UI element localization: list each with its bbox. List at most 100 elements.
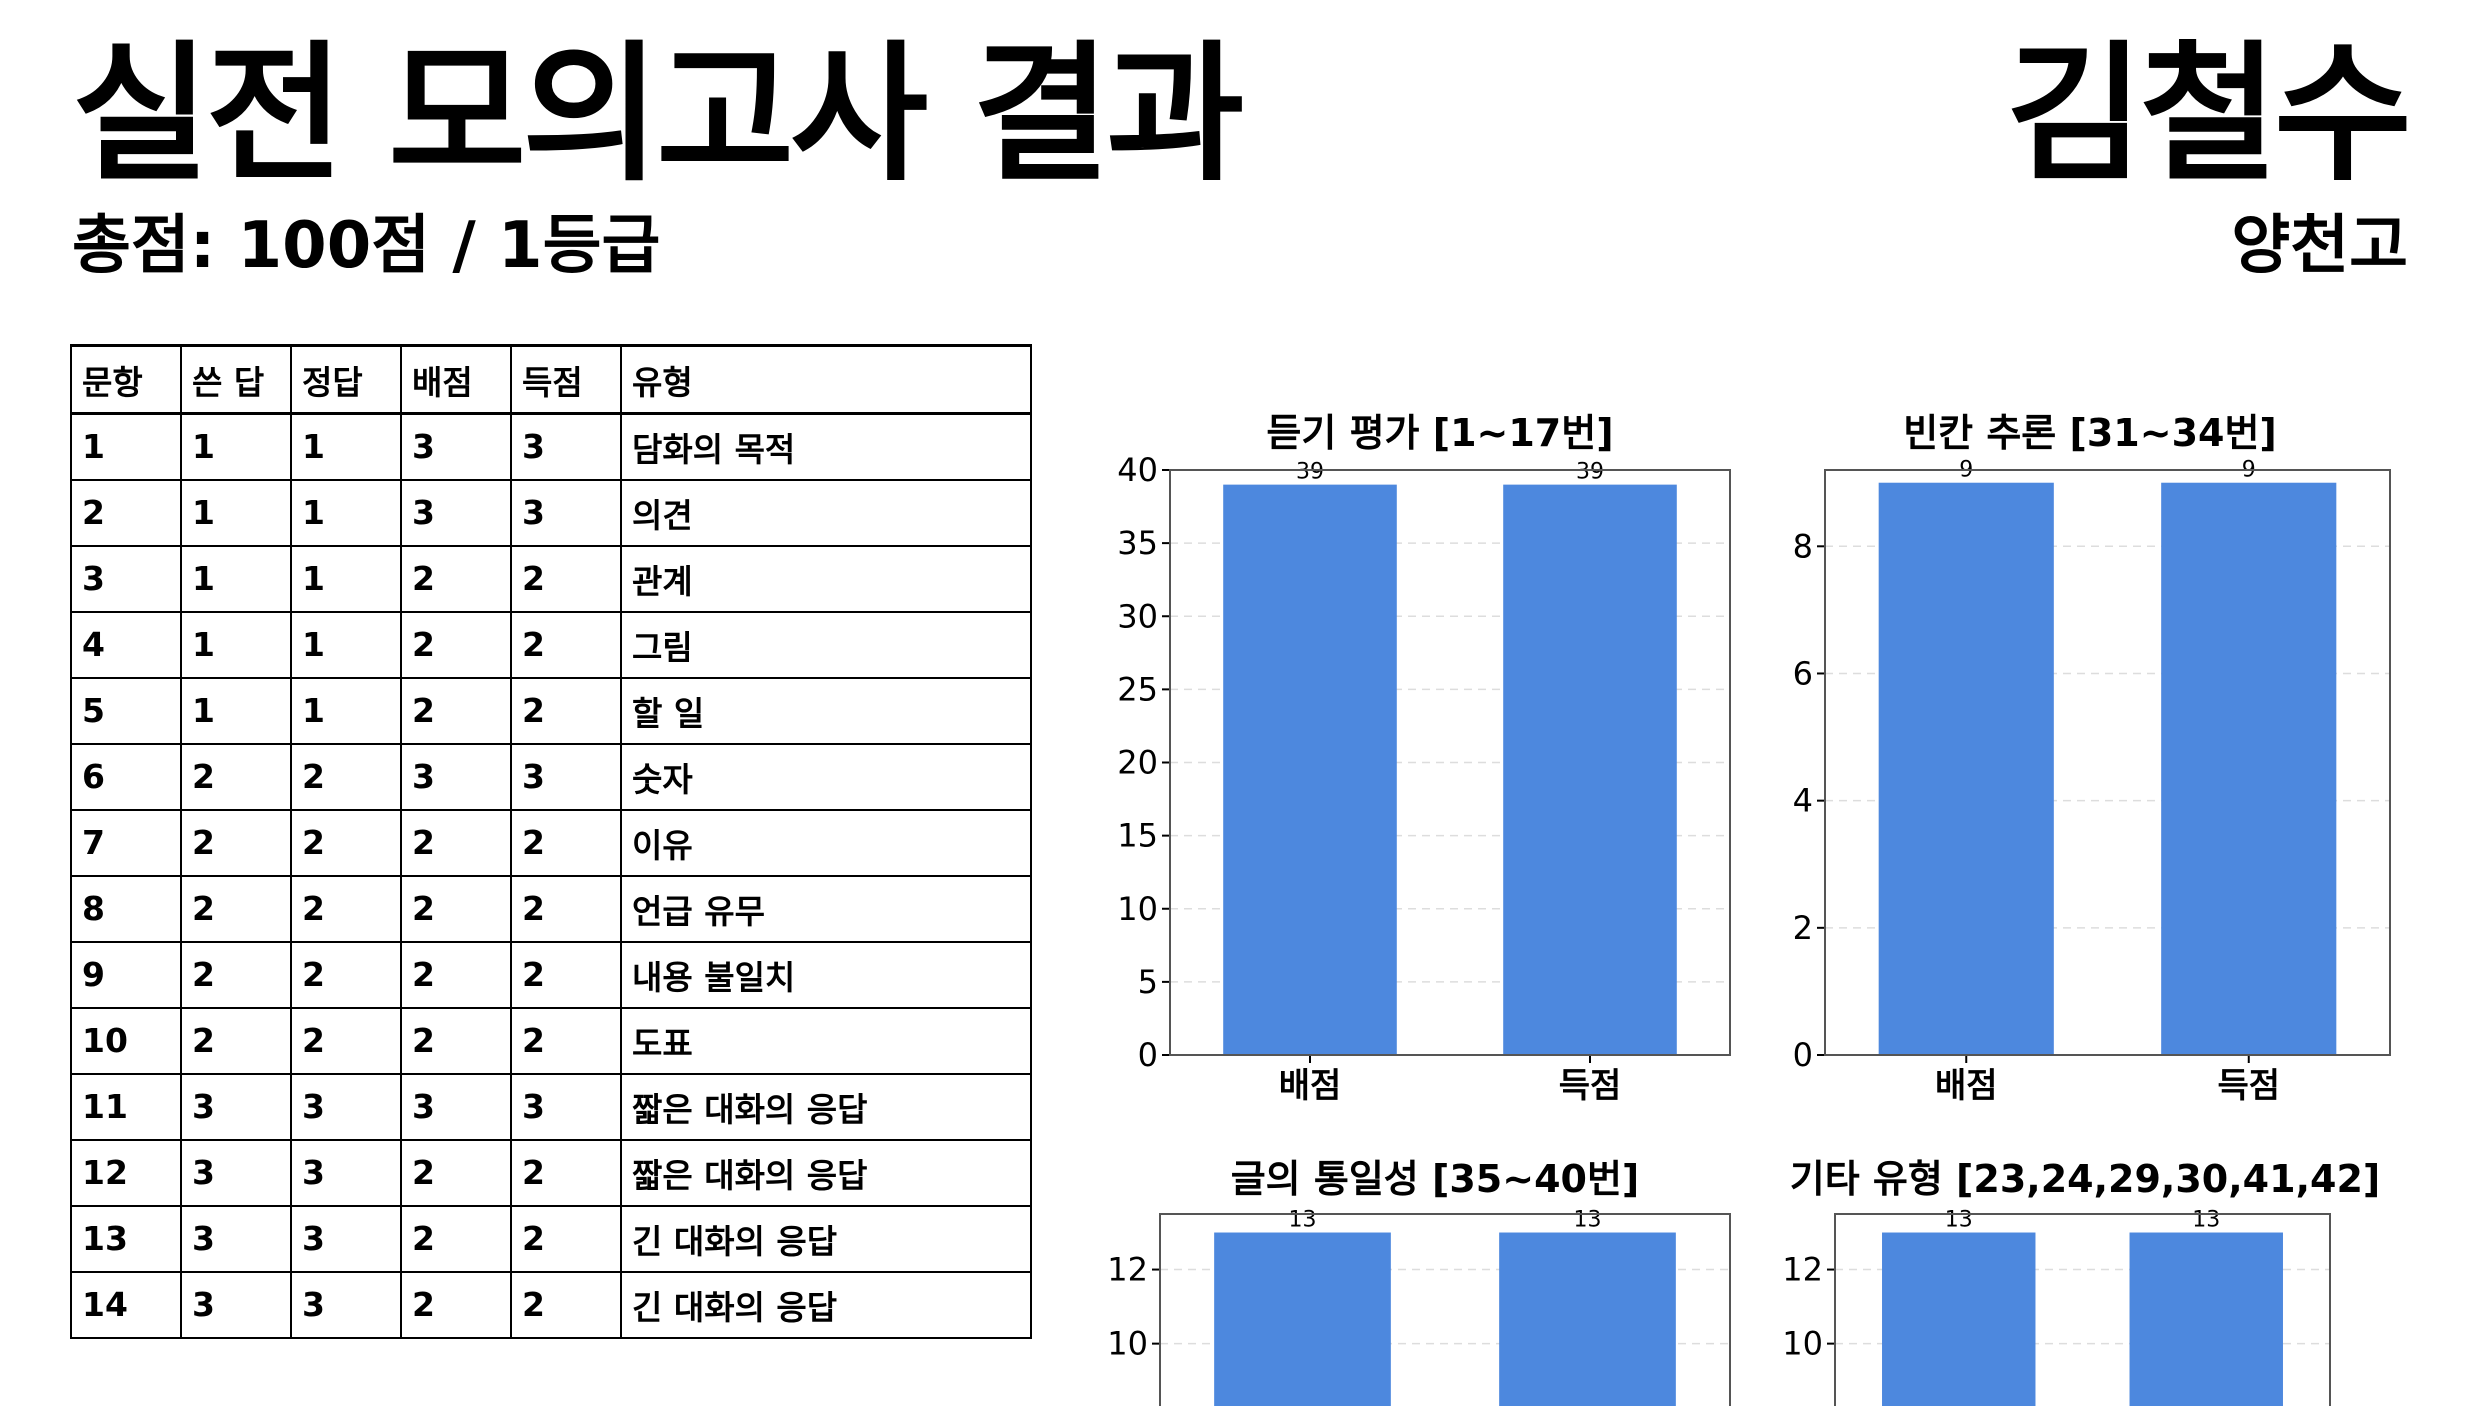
table-cell: 2 — [510, 1006, 622, 1075]
table-cell: 2 — [400, 1006, 512, 1075]
table-cell: 이유 — [620, 808, 1032, 877]
table-cell: 긴 대화의 응답 — [620, 1270, 1032, 1339]
table-cell: 2 — [400, 1270, 512, 1339]
x-tick-label: 배점 — [1935, 1066, 1998, 1106]
table-cell: 3 — [510, 742, 622, 811]
table-cell: 1 — [180, 478, 292, 547]
school-name: 양천고 — [2231, 209, 2408, 283]
y-tick-label: 15 — [1117, 817, 1158, 855]
table-cell: 3 — [510, 478, 622, 547]
table-cell: 2 — [290, 940, 402, 1009]
y-tick-label: 0 — [1793, 1036, 1813, 1074]
table-cell: 6 — [70, 742, 182, 811]
table-cell: 3 — [180, 1270, 292, 1339]
table-cell: 3 — [510, 412, 622, 481]
table-cell: 1 — [180, 544, 292, 613]
score-table: 문항 쓴 답 정답 배점 득점 유형 1 1 1 3 3 담화의 목적 2 1 1 3 3 의견 3 1 1… — [70, 344, 1032, 1339]
table-row: 6 2 2 3 3 숫자 — [70, 742, 1032, 811]
column-header: 배점 — [400, 344, 512, 415]
table-cell: 3 — [70, 544, 182, 613]
table-cell: 3 — [180, 1072, 292, 1141]
table-cell: 1 — [180, 676, 292, 745]
table-row: 13 3 3 2 2 긴 대화의 응답 — [70, 1204, 1032, 1273]
total-score: 총점: 100점 / 1등급 — [72, 209, 661, 283]
y-tick-label: 6 — [1793, 654, 1813, 692]
data-label: 13 — [1945, 1208, 1973, 1233]
y-tick-label: 40 — [1117, 451, 1158, 489]
y-tick-label: 0 — [1138, 1036, 1158, 1074]
y-tick-label: 4 — [1793, 782, 1813, 820]
table-cell: 2 — [510, 676, 622, 745]
data-label: 13 — [1574, 1208, 1602, 1233]
data-label: 13 — [1289, 1208, 1317, 1233]
table-cell: 2 — [70, 478, 182, 547]
table-cell: 7 — [70, 808, 182, 877]
table-cell: 10 — [70, 1006, 182, 1075]
bar — [1214, 1232, 1391, 1406]
table-cell: 2 — [510, 610, 622, 679]
table-cell: 3 — [510, 1072, 622, 1141]
table-cell: 2 — [180, 940, 292, 1009]
table-cell: 1 — [70, 412, 182, 481]
table-row: 2 1 1 3 3 의견 — [70, 478, 1032, 547]
student-name: 김철수 — [2005, 28, 2412, 202]
column-header: 문항 — [70, 344, 182, 415]
table-cell: 3 — [290, 1072, 402, 1141]
table-cell: 2 — [510, 940, 622, 1009]
table-cell: 2 — [400, 610, 512, 679]
chart-title: 기타 유형 [23,24,29,30,41,42] — [1790, 1157, 2381, 1201]
data-label: 13 — [2192, 1208, 2220, 1233]
table-cell: 짧은 대화의 응답 — [620, 1138, 1032, 1207]
table-cell: 숫자 — [620, 742, 1032, 811]
table-cell: 짧은 대화의 응답 — [620, 1072, 1032, 1141]
table-row: 14 3 3 2 2 긴 대화의 응답 — [70, 1270, 1032, 1339]
plot-frame — [1834, 1213, 2331, 1406]
table-cell: 3 — [180, 1138, 292, 1207]
bar — [1499, 1232, 1676, 1406]
table-cell: 2 — [290, 1006, 402, 1075]
table-row: 1 1 1 3 3 담화의 목적 — [70, 412, 1032, 481]
table-cell: 2 — [290, 808, 402, 877]
table-cell: 2 — [510, 1138, 622, 1207]
chart-title: 글의 통일성 [35~40번] — [1231, 1157, 1640, 1201]
bar — [2129, 1232, 2283, 1406]
chart-coherence: 글의 통일성 [35~40번] 10 12 13 13 — [1107, 1157, 1731, 1406]
table-cell: 3 — [400, 412, 512, 481]
table-row: 7 2 2 2 2 이유 — [70, 808, 1032, 877]
table-cell: 14 — [70, 1270, 182, 1339]
table-cell: 2 — [180, 742, 292, 811]
y-tick-label: 12 — [1782, 1251, 1823, 1289]
plot-frame — [1824, 469, 2391, 1056]
chart-other-types: 기타 유형 [23,24,29,30,41,42] 10 12 13 13 — [1782, 1157, 2381, 1406]
table-cell: 9 — [70, 940, 182, 1009]
table-cell: 5 — [70, 676, 182, 745]
y-tick-label: 10 — [1117, 890, 1158, 928]
table-cell: 2 — [400, 874, 512, 943]
y-tick-label: 2 — [1793, 909, 1813, 947]
table-header-row: 문항 쓴 답 정답 배점 득점 유형 — [70, 344, 1032, 415]
y-tick-label: 35 — [1117, 524, 1158, 562]
bar — [1503, 484, 1677, 1055]
bar — [1882, 1232, 2036, 1406]
y-tick-label: 30 — [1117, 597, 1158, 635]
table-cell: 1 — [290, 412, 402, 481]
table-cell: 1 — [290, 610, 402, 679]
data-label: 39 — [1576, 460, 1604, 485]
table-cell: 내용 불일치 — [620, 940, 1032, 1009]
page-title: 실전 모의고사 결과 — [72, 28, 1244, 202]
table-cell: 2 — [400, 808, 512, 877]
plot-frame — [1159, 1213, 1731, 1406]
table-cell: 도표 — [620, 1006, 1032, 1075]
x-tick-label: 득점 — [1559, 1066, 1622, 1106]
table-cell: 관계 — [620, 544, 1032, 613]
table-cell: 3 — [180, 1204, 292, 1273]
y-tick-label: 10 — [1782, 1325, 1823, 1363]
table-cell: 2 — [510, 808, 622, 877]
data-label: 39 — [1296, 460, 1324, 485]
y-tick-label: 20 — [1117, 744, 1158, 782]
table-row: 4 1 1 2 2 그림 — [70, 610, 1032, 679]
table-row: 11 3 3 3 3 짧은 대화의 응답 — [70, 1072, 1032, 1141]
table-cell: 4 — [70, 610, 182, 679]
